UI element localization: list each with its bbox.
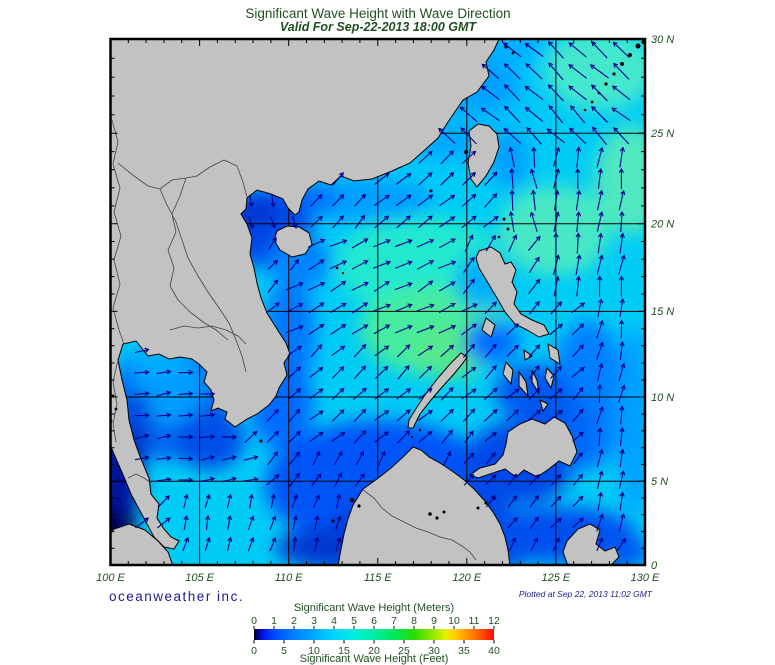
land-bohol: [539, 399, 549, 413]
colorbar-meter-tick: 6: [371, 615, 377, 627]
latitude-labels: 30 N 25 N 20 N 15 N 10 N 5 N 0: [650, 34, 674, 572]
land-sumatra: [110, 523, 174, 565]
lat-label: 15 N: [651, 306, 674, 318]
land-luzon: [475, 246, 550, 338]
lon-label: 100 E: [96, 572, 125, 584]
colorbar-feet-tick: 10: [308, 645, 320, 657]
colorbar-feet-ticklabels: 0 5 10 15 20 25 30 35 40: [251, 645, 500, 657]
lat-label: 20 N: [650, 219, 674, 231]
land-mindanao: [468, 416, 578, 479]
colorbar-meter-tick: 11: [469, 615, 480, 627]
colorbar-title-meters: Significant Wave Height (Meters): [294, 602, 454, 614]
lon-label: 105 E: [185, 572, 214, 584]
colorbar-meter-tick: 8: [411, 615, 417, 627]
colorbar-meter-tick: 0: [251, 615, 257, 627]
colorbar-meter-tick: 1: [271, 615, 277, 627]
land-samar: [547, 343, 561, 365]
colorbar-feet-tick: 35: [458, 645, 470, 657]
colorbar-title-feet: Significant Wave Height (Feet): [300, 653, 449, 665]
colorbar-meter-tick: 3: [311, 615, 317, 627]
colorbar-meter-tick: 4: [331, 615, 337, 627]
chart-subtitle: Valid For Sep-22-2013 18:00 GMT: [280, 20, 478, 34]
colorbar-feet-tick: 5: [281, 645, 287, 657]
colorbar-meter-tick: 9: [431, 615, 437, 627]
colorbar-gradient-bar: [254, 629, 494, 640]
longitude-labels: 100 E 105 E 110 E 115 E 120 E 125 E 130 E: [96, 572, 660, 584]
lon-label: 110 E: [275, 572, 304, 584]
country-borders: [111, 119, 477, 561]
colorbar-feet-tick: 15: [338, 645, 350, 657]
land-taiwan: [467, 123, 500, 188]
colorbar-feet-tick: 30: [428, 645, 440, 657]
land-borneo: [337, 446, 511, 565]
chart-title: Significant Wave Height with Wave Direct…: [245, 6, 510, 21]
lat-label: 0: [651, 560, 658, 572]
plotted-timestamp: Plotted at Sep 22, 2013 11:02 GMT: [519, 589, 653, 599]
lat-label: 30 N: [651, 34, 674, 46]
colorbar-meter-tick: 12: [488, 615, 500, 627]
land-mainland-asia: [110, 39, 500, 550]
lon-label: 125 E: [542, 572, 571, 584]
colorbar-feet-tick: 20: [368, 645, 380, 657]
colorbar-meter-tick: 2: [291, 615, 297, 627]
land-layer: [110, 39, 620, 565]
lat-label: 25 N: [650, 128, 674, 140]
land-palawan: [407, 352, 468, 429]
colorbar-feet-tick: 25: [398, 645, 410, 657]
land-hainan: [273, 225, 313, 258]
colorbar-tickmarks: [253, 626, 495, 644]
lat-label: 10 N: [651, 392, 674, 404]
colorbar-feet-tick: 40: [488, 645, 500, 657]
axis-ticks: [110, 38, 646, 566]
land-negros: [518, 370, 529, 398]
land-sulawesi: [562, 523, 620, 565]
lon-label: 120 E: [452, 572, 481, 584]
land-panay: [502, 360, 514, 386]
lat-label: 5 N: [651, 476, 668, 488]
colorbar-meter-tick: 7: [391, 615, 397, 627]
land-leyte: [544, 366, 555, 390]
land-mindoro: [481, 317, 496, 338]
colorbar-meter-tick: 5: [351, 615, 357, 627]
wave-direction-arrows: [116, 41, 631, 552]
lon-label: 130 E: [631, 572, 660, 584]
land-cebu: [531, 369, 540, 395]
land-masbate: [523, 348, 533, 361]
colorbar-meter-ticklabels: 0 1 2 3 4 5 6 7 8 9 10 11 12: [251, 615, 500, 627]
colorbar-feet-tick: 0: [251, 645, 257, 657]
colorbar-meter-tick: 10: [448, 615, 460, 627]
oceanweather-branding: oceanweather inc.: [109, 589, 244, 604]
lon-label: 115 E: [364, 572, 393, 584]
